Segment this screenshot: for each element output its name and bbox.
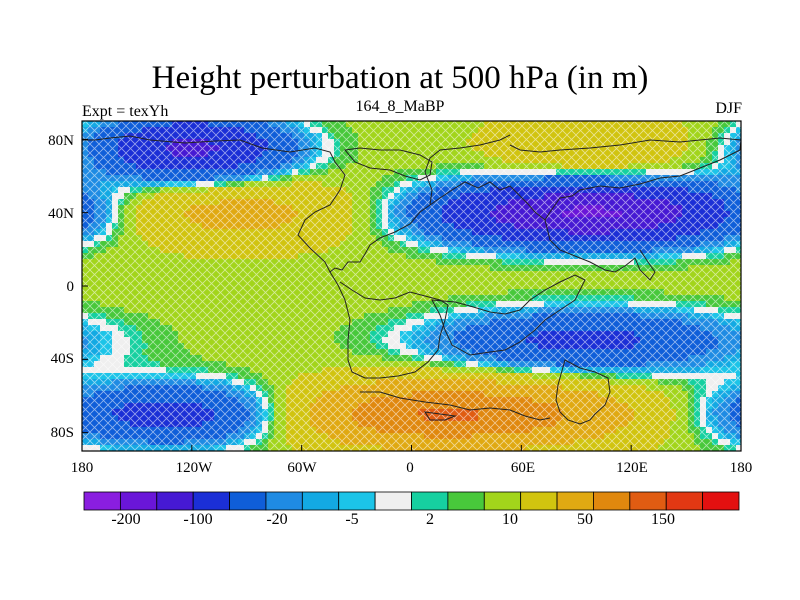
- case-label: 164_8_MaBP: [355, 98, 445, 115]
- experiment-label: Expt = texYh: [82, 103, 169, 120]
- season-label: DJF: [715, 100, 742, 117]
- figure-title: Height perturbation at 500 hPa (in m): [151, 60, 649, 96]
